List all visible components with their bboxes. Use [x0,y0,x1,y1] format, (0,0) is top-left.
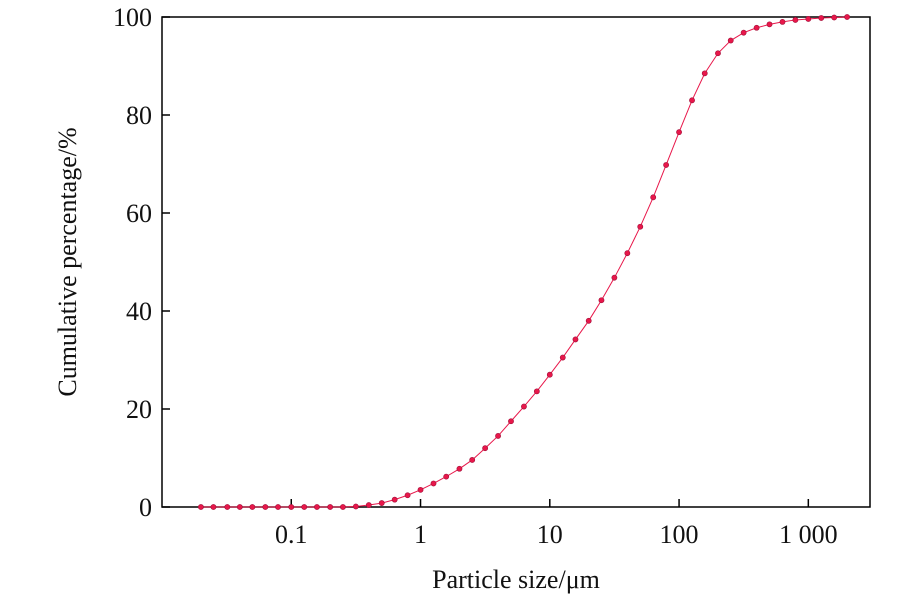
x-tick-label: 0.1 [275,520,308,549]
y-tick-label: 100 [113,3,152,32]
data-point [508,418,514,425]
data-point [663,162,670,168]
data-point [572,336,579,343]
data-point [456,465,463,472]
data-point [546,371,553,378]
plot-frame [161,16,871,508]
data-point [585,317,592,324]
data-point [314,504,320,510]
y-tick-label: 80 [126,101,152,130]
data-point [611,274,618,281]
data-point [779,18,786,25]
data-point [831,14,838,21]
x-tick-label: 1 [414,520,427,549]
data-point [340,504,346,510]
data-point [262,504,269,510]
data-point [559,354,566,361]
trend-line [200,16,848,508]
data-point [637,223,644,230]
data-point [198,504,204,510]
data-point [404,492,411,499]
data-point [224,504,231,510]
data-point [676,129,682,136]
data-point [249,504,256,510]
data-point [288,504,295,510]
data-point [275,504,281,510]
data-point [443,473,450,480]
y-tick-label: 40 [126,297,152,326]
data-point [327,504,334,510]
data-point [365,502,372,508]
data-point [844,14,850,20]
data-point [727,37,734,44]
x-tick-label: 100 [660,520,699,549]
data-point [301,504,308,510]
data-point [495,433,501,439]
data-point [753,24,760,31]
y-tick-label: 0 [139,493,152,522]
data-point [210,504,217,510]
data-point [352,503,359,510]
data-point [417,486,424,493]
data-point [430,480,437,487]
x-tick-label: 1 000 [779,520,838,549]
data-point [391,496,398,503]
data-point [482,445,489,452]
data-point [818,15,825,21]
x-axis-label: Particle size/μm [432,565,600,594]
data-point [521,403,527,410]
y-tick-label: 20 [126,395,152,424]
data-point [469,457,476,463]
data-point [792,17,799,23]
data-point [650,194,657,201]
data-point [236,504,243,510]
y-tick-label: 60 [126,199,152,228]
data-point [805,16,812,22]
data-point [701,70,708,77]
x-tick-label: 10 [537,520,563,549]
data-point [533,388,540,395]
data-point [766,21,773,28]
data-point [715,50,721,57]
data-point [689,97,695,104]
y-axis-label: Cumulative percentage/% [53,127,82,396]
data-point [598,297,605,304]
data-point [624,250,631,257]
data-point [378,500,385,506]
data-point [740,29,747,36]
